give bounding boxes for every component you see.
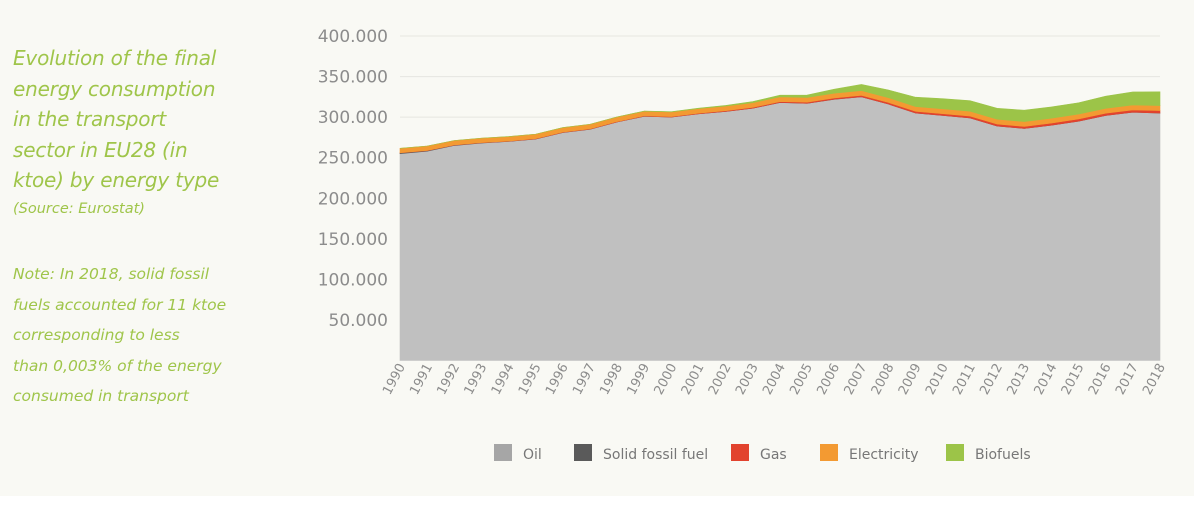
x-tick-label: 1995 <box>516 361 545 397</box>
legend-label: Biofuels <box>975 447 1031 463</box>
x-tick-label: 2006 <box>814 361 843 397</box>
x-tick-label: 2007 <box>842 361 871 397</box>
x-tick-label: 1999 <box>624 361 653 397</box>
x-tick-label: 2000 <box>652 361 681 397</box>
legend-swatch <box>946 444 964 461</box>
x-tick-label: 2008 <box>869 361 898 397</box>
x-tick-label: 2009 <box>896 361 925 397</box>
chart-title: Evolution of the final energy consumptio… <box>13 46 220 192</box>
y-tick-label: 300.000 <box>318 108 388 128</box>
chart-note: Note: In 2018, solid fossil fuels accoun… <box>13 265 227 405</box>
y-tick-label: 350.000 <box>318 68 388 88</box>
legend-label: Oil <box>523 447 542 463</box>
x-tick-label: 2015 <box>1059 361 1088 397</box>
chart-source: (Source: Eurostat) <box>13 201 145 217</box>
y-tick-label: 200.000 <box>318 189 388 209</box>
x-tick-label: 2003 <box>733 361 762 397</box>
legend-swatch <box>574 444 592 461</box>
x-tick-label: 1996 <box>543 361 572 397</box>
legend-swatch <box>820 444 838 461</box>
y-tick-label: 400.000 <box>318 27 388 47</box>
x-tick-label: 1992 <box>434 361 463 397</box>
x-tick-label: 1997 <box>570 361 599 397</box>
x-tick-label: 1990 <box>380 361 409 397</box>
x-tick-label: 2004 <box>760 361 789 397</box>
legend-swatch <box>731 444 749 461</box>
x-tick-label: 2012 <box>977 361 1006 397</box>
x-tick-label: 2014 <box>1032 361 1061 397</box>
legend-label: Solid fossil fuel <box>603 447 708 463</box>
x-tick-label: 2005 <box>787 361 816 397</box>
legend-label: Electricity <box>849 447 919 463</box>
x-tick-label: 1998 <box>597 361 626 397</box>
area-biofuels <box>399 84 1161 149</box>
y-tick-label: 250.000 <box>318 149 388 169</box>
x-tick-label: 2001 <box>679 361 708 397</box>
y-tick-label: 150.000 <box>318 230 388 250</box>
x-tick-label: 1993 <box>462 361 491 397</box>
y-tick-label: 50.000 <box>329 311 388 331</box>
x-tick-label: 2017 <box>1113 361 1142 397</box>
y-tick-label: 100.000 <box>318 270 388 290</box>
legend-swatch <box>494 444 512 461</box>
x-tick-label: 2011 <box>950 361 979 397</box>
x-tick-label: 2016 <box>1086 361 1115 397</box>
x-tick-label: 2018 <box>1140 361 1169 397</box>
x-tick-label: 1991 <box>407 361 436 397</box>
x-tick-label: 1994 <box>489 361 518 397</box>
legend-label: Gas <box>760 447 787 463</box>
x-tick-label: 2010 <box>923 361 952 397</box>
x-tick-label: 2002 <box>706 361 735 397</box>
x-tick-label: 2013 <box>1004 361 1033 397</box>
